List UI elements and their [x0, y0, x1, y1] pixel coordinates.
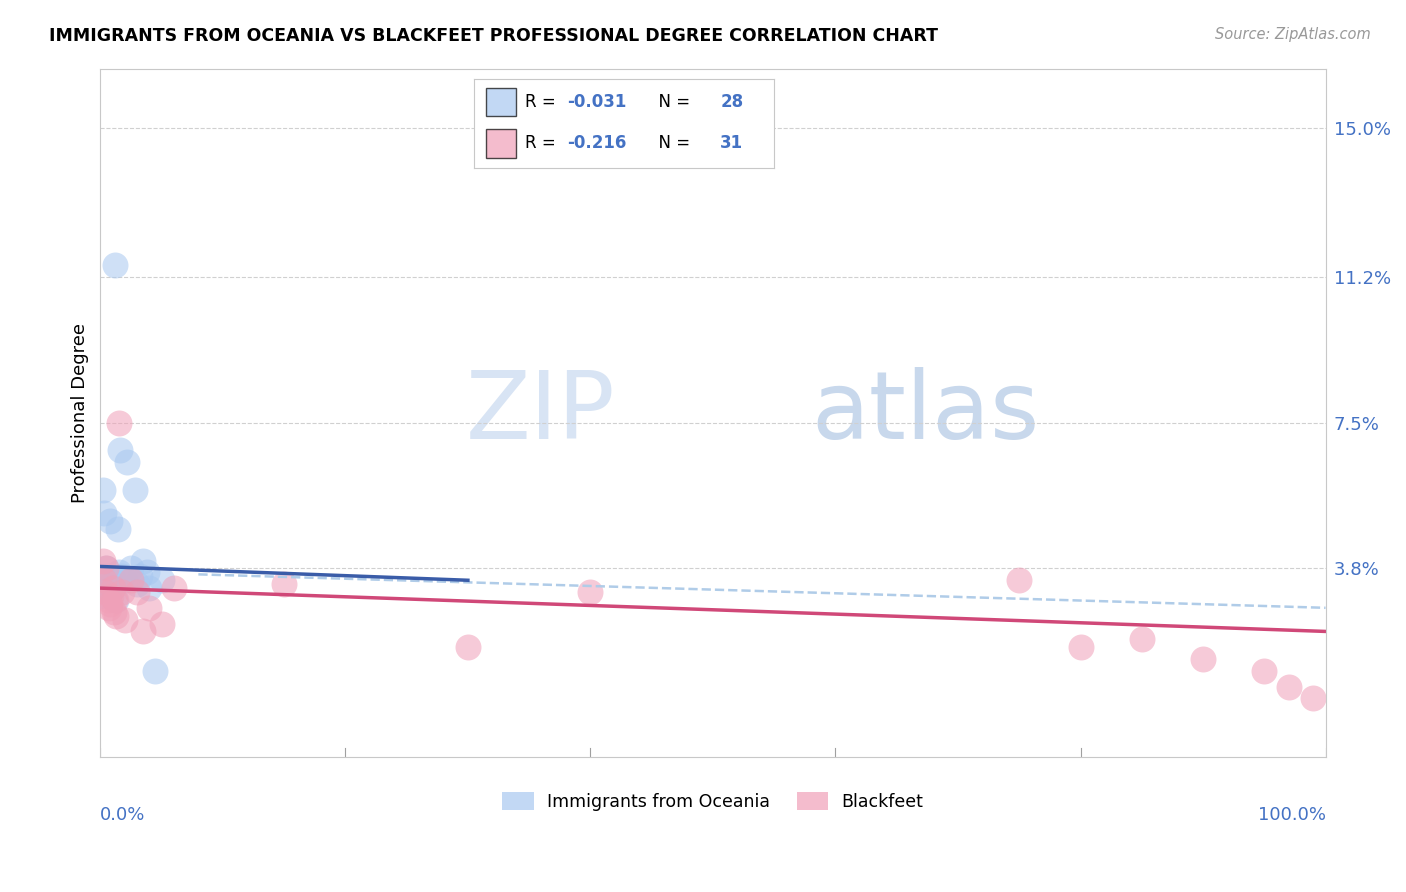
- Point: [91, 483, 114, 497]
- Point: [103, 605, 125, 619]
- Point: [114, 613, 136, 627]
- Text: IMMIGRANTS FROM OCEANIA VS BLACKFEET PROFESSIONAL DEGREE CORRELATION CHART: IMMIGRANTS FROM OCEANIA VS BLACKFEET PRO…: [49, 27, 938, 45]
- Point: [100, 577, 122, 591]
- Point: [105, 593, 128, 607]
- Point: [104, 593, 127, 607]
- Point: [1192, 652, 1215, 666]
- Point: [111, 585, 134, 599]
- Point: [117, 455, 139, 469]
- Point: [108, 443, 131, 458]
- Point: [114, 574, 136, 588]
- Point: [107, 416, 129, 430]
- Point: [111, 569, 134, 583]
- Point: [107, 566, 129, 580]
- Point: [1302, 691, 1324, 706]
- Point: [101, 581, 124, 595]
- Point: [127, 585, 149, 599]
- Point: [100, 589, 122, 603]
- Point: [150, 574, 173, 588]
- Point: [104, 258, 127, 272]
- Text: atlas: atlas: [811, 367, 1039, 459]
- Text: 100.0%: 100.0%: [1257, 805, 1326, 823]
- Point: [138, 600, 160, 615]
- Point: [1253, 664, 1275, 678]
- Point: [105, 608, 128, 623]
- Point: [273, 577, 295, 591]
- Point: [97, 569, 120, 583]
- Point: [94, 574, 117, 588]
- Point: [124, 483, 146, 497]
- Text: 0.0%: 0.0%: [100, 805, 146, 823]
- Point: [91, 589, 114, 603]
- Point: [127, 577, 149, 591]
- Point: [101, 581, 124, 595]
- Point: [96, 561, 118, 575]
- Point: [128, 569, 150, 583]
- Point: [1130, 632, 1153, 647]
- Point: [98, 514, 121, 528]
- Legend: Immigrants from Oceania, Blackfeet: Immigrants from Oceania, Blackfeet: [495, 785, 931, 818]
- Point: [1069, 640, 1091, 655]
- Point: [579, 585, 602, 599]
- Text: ZIP: ZIP: [465, 367, 614, 459]
- Point: [98, 597, 121, 611]
- Point: [1008, 574, 1031, 588]
- Point: [107, 522, 129, 536]
- Point: [1278, 680, 1301, 694]
- Text: Source: ZipAtlas.com: Source: ZipAtlas.com: [1215, 27, 1371, 42]
- Point: [94, 585, 117, 599]
- Point: [97, 593, 120, 607]
- Point: [457, 640, 479, 655]
- Point: [135, 566, 157, 580]
- Point: [103, 574, 125, 588]
- Point: [97, 600, 120, 615]
- Point: [132, 553, 155, 567]
- Point: [120, 561, 142, 575]
- Point: [132, 624, 155, 639]
- Point: [97, 585, 120, 599]
- Point: [91, 553, 114, 567]
- Point: [96, 561, 118, 575]
- Point: [138, 581, 160, 595]
- Point: [163, 581, 186, 595]
- Point: [93, 574, 115, 588]
- Point: [93, 506, 115, 520]
- Y-axis label: Professional Degree: Professional Degree: [72, 323, 89, 503]
- Point: [150, 616, 173, 631]
- Point: [120, 574, 142, 588]
- Point: [145, 664, 167, 678]
